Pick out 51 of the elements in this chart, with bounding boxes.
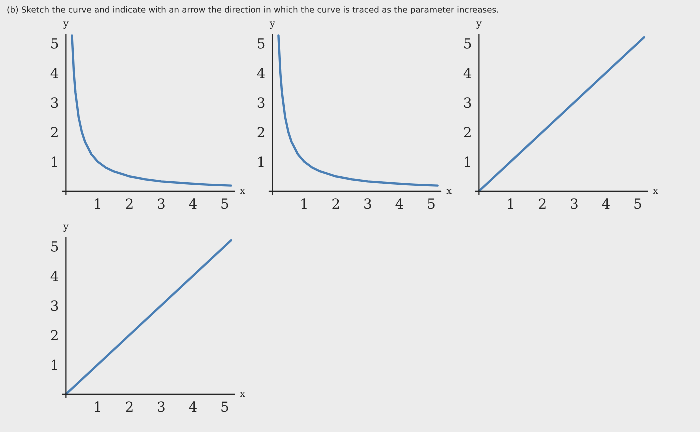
y-tick-label: 2	[464, 127, 471, 138]
x-tick-label: 3	[364, 198, 372, 210]
x-tick-label: 4	[396, 198, 404, 209]
text: (b) Sketch the curve and indicate with an arrow the direction in which the curve is traced as the parameter increases.	[8, 6, 498, 15]
y-tick-label: 1	[258, 156, 264, 168]
x-tick-label: 5	[222, 402, 228, 412]
x-tick-label: 3	[158, 402, 165, 412]
y-axis-title: y	[63, 224, 69, 232]
line-series	[71, 34, 232, 187]
y-tick-label: 3	[464, 98, 472, 108]
y-tick-label: 5	[258, 38, 265, 49]
x-tick-label: 5	[222, 198, 228, 210]
line-series	[278, 34, 439, 187]
y-tick-label: 3	[51, 98, 58, 108]
x-tick-label: 5	[634, 198, 642, 210]
y-tick-label: 2	[258, 127, 264, 138]
x-tick-label: 2	[539, 198, 546, 209]
y-tick-label: 1	[52, 360, 58, 370]
y-axis-title: y	[63, 22, 69, 30]
x-tick-label: 2	[126, 198, 133, 209]
x-tick-label: 4	[602, 198, 610, 209]
y-tick-label: 4	[464, 68, 472, 78]
y-tick-label: 4	[50, 68, 59, 78]
y-tick-label: 1	[52, 156, 58, 168]
y-tick-label: 3	[258, 98, 265, 108]
y-tick-label: 5	[464, 38, 472, 49]
y-tick-label: 5	[52, 242, 58, 252]
y-tick-label: 5	[52, 38, 58, 49]
x-axis-title: x	[240, 189, 246, 194]
x-tick-label: 4	[189, 198, 197, 209]
y-tick-label: 4	[257, 68, 266, 78]
x-tick-label: 5	[428, 198, 435, 210]
x-tick-label: 1	[508, 198, 514, 209]
y-tick-label: 4	[50, 271, 59, 282]
y-axis-title: y	[270, 22, 276, 30]
y-axis-title: y	[476, 22, 482, 30]
y-tick-label: 2	[51, 330, 58, 341]
x-tick-label: 3	[158, 198, 165, 210]
x-axis-title: x	[446, 189, 452, 194]
x-tick-label: 2	[126, 402, 133, 412]
x-tick-label: 2	[332, 198, 340, 209]
x-tick-label: 1	[302, 198, 307, 209]
x-tick-label: 1	[95, 402, 100, 412]
x-tick-label: 4	[189, 402, 197, 412]
x-tick-label: 1	[95, 198, 100, 209]
y-tick-label: 2	[51, 127, 58, 138]
x-axis-title: x	[240, 392, 246, 398]
y-tick-label: 3	[51, 300, 58, 312]
x-tick-label: 3	[571, 198, 578, 210]
x-axis-title: x	[653, 189, 658, 194]
y-tick-label: 1	[465, 156, 470, 168]
